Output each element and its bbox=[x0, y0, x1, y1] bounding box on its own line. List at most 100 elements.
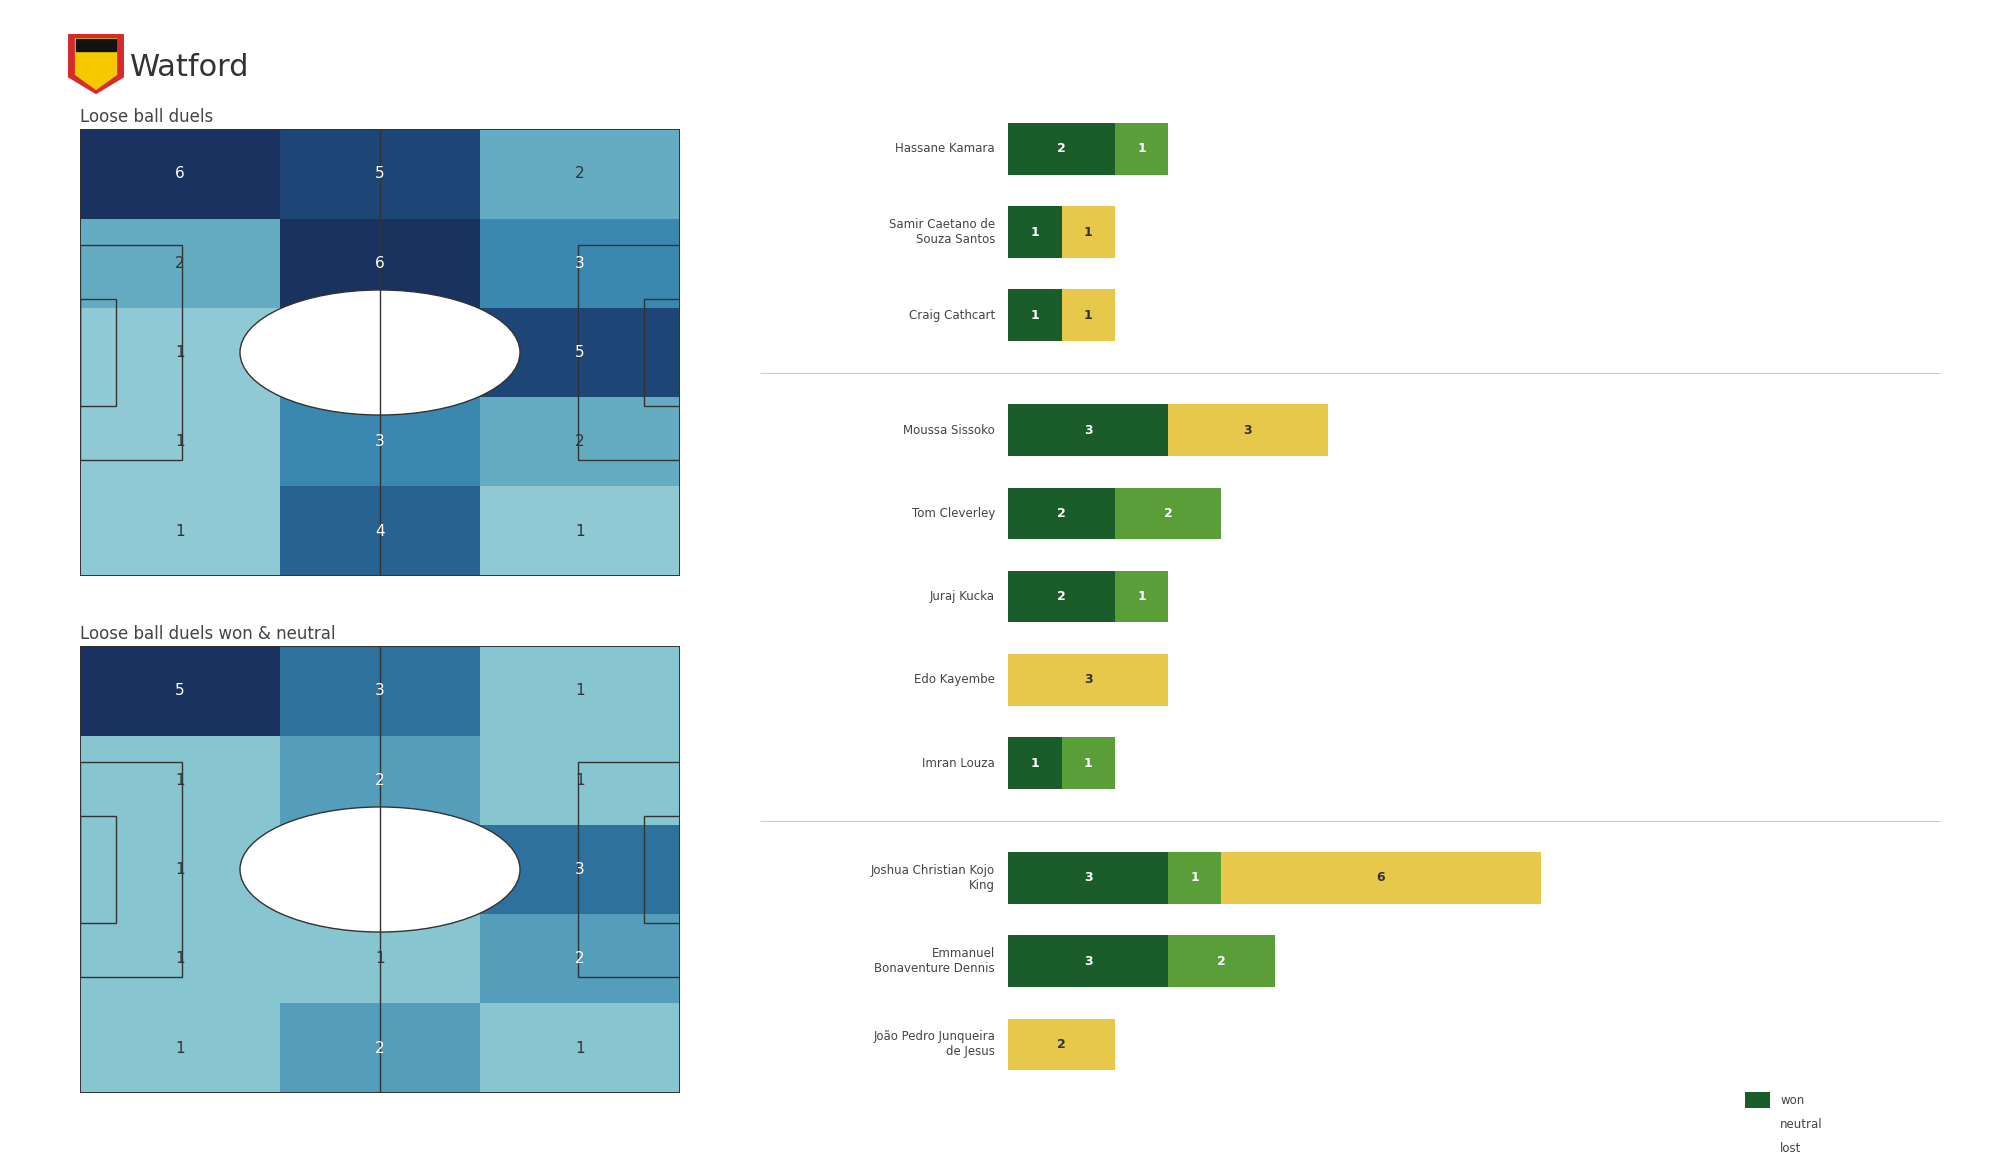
Bar bbox=[280, 129, 480, 219]
Text: 3: 3 bbox=[576, 862, 584, 877]
Text: 1: 1 bbox=[576, 524, 584, 538]
Bar bbox=[80, 914, 280, 1003]
Text: Samir Caetano de
Souza Santos: Samir Caetano de Souza Santos bbox=[888, 219, 996, 246]
Bar bbox=[280, 1003, 480, 1093]
Text: Moussa Sissoko: Moussa Sissoko bbox=[904, 424, 996, 437]
Bar bbox=[280, 914, 480, 1003]
Bar bbox=[480, 646, 680, 736]
Bar bbox=[280, 308, 480, 397]
Bar bbox=[280, 825, 480, 914]
Text: 1: 1 bbox=[1030, 309, 1040, 322]
Bar bbox=[80, 397, 280, 486]
Text: Loose ball duels won & neutral: Loose ball duels won & neutral bbox=[80, 625, 336, 643]
Bar bbox=[80, 763, 182, 976]
Bar bbox=[80, 298, 116, 407]
Text: 5: 5 bbox=[576, 345, 584, 360]
Text: 3: 3 bbox=[1084, 955, 1092, 968]
Bar bbox=[1008, 488, 1114, 539]
Text: 1: 1 bbox=[176, 862, 184, 877]
Text: 2: 2 bbox=[176, 256, 184, 270]
Bar bbox=[280, 397, 480, 486]
Bar bbox=[80, 308, 280, 397]
Text: Loose ball duels: Loose ball duels bbox=[80, 108, 214, 126]
Text: Hassane Kamara: Hassane Kamara bbox=[896, 142, 996, 155]
Text: 2: 2 bbox=[576, 435, 584, 449]
Polygon shape bbox=[68, 34, 124, 93]
Text: 3: 3 bbox=[1084, 673, 1092, 686]
Text: 2: 2 bbox=[576, 952, 584, 966]
Bar bbox=[1168, 852, 1222, 904]
Bar bbox=[1744, 1116, 1770, 1133]
Bar bbox=[1008, 852, 1168, 904]
Bar bbox=[578, 763, 680, 976]
Text: Edo Kayembe: Edo Kayembe bbox=[914, 673, 996, 686]
Bar bbox=[280, 219, 480, 308]
Text: 2: 2 bbox=[376, 773, 384, 787]
Bar bbox=[480, 914, 680, 1003]
Bar bbox=[80, 646, 280, 736]
Text: 2: 2 bbox=[1058, 506, 1066, 519]
Bar bbox=[80, 129, 280, 219]
Text: Juraj Kucka: Juraj Kucka bbox=[930, 590, 996, 603]
Bar bbox=[280, 486, 480, 576]
Text: 1: 1 bbox=[576, 773, 584, 787]
Bar bbox=[1744, 1092, 1770, 1108]
Text: 6: 6 bbox=[1376, 872, 1386, 885]
Text: Watford: Watford bbox=[130, 53, 250, 82]
Bar bbox=[1008, 123, 1114, 175]
Text: João Pedro Junqueira
de Jesus: João Pedro Junqueira de Jesus bbox=[874, 1030, 996, 1059]
Bar bbox=[1008, 571, 1114, 623]
Bar bbox=[1114, 123, 1168, 175]
Text: 2: 2 bbox=[1058, 1038, 1066, 1050]
Bar bbox=[1744, 1141, 1770, 1156]
Text: 3: 3 bbox=[576, 256, 584, 270]
Bar bbox=[80, 825, 280, 914]
Bar bbox=[80, 736, 280, 825]
Text: 1: 1 bbox=[1190, 872, 1200, 885]
Bar bbox=[1008, 738, 1062, 788]
Bar bbox=[578, 246, 680, 459]
Bar bbox=[1222, 852, 1540, 904]
Text: 1: 1 bbox=[176, 1041, 184, 1055]
Bar bbox=[1062, 207, 1114, 257]
Text: 1: 1 bbox=[1138, 590, 1146, 603]
Text: 2: 2 bbox=[1058, 590, 1066, 603]
Text: 1: 1 bbox=[1084, 226, 1092, 239]
Bar bbox=[1114, 488, 1222, 539]
Bar bbox=[480, 397, 680, 486]
Bar bbox=[80, 219, 280, 308]
Text: 3: 3 bbox=[1084, 872, 1092, 885]
Polygon shape bbox=[76, 39, 116, 89]
Text: 3: 3 bbox=[376, 684, 384, 698]
Text: 6: 6 bbox=[376, 256, 384, 270]
Text: 1: 1 bbox=[176, 952, 184, 966]
Bar bbox=[644, 298, 680, 407]
Bar bbox=[480, 308, 680, 397]
Bar bbox=[1062, 289, 1114, 341]
Text: neutral: neutral bbox=[1780, 1117, 1822, 1130]
Bar bbox=[280, 736, 480, 825]
Text: 1: 1 bbox=[1030, 226, 1040, 239]
Text: 2: 2 bbox=[1164, 506, 1172, 519]
Polygon shape bbox=[76, 39, 116, 51]
Bar bbox=[480, 129, 680, 219]
Text: 1: 1 bbox=[176, 773, 184, 787]
Bar bbox=[480, 219, 680, 308]
Text: 3: 3 bbox=[1084, 424, 1092, 437]
Bar bbox=[1168, 404, 1328, 456]
Text: 5: 5 bbox=[376, 167, 384, 181]
Text: 2: 2 bbox=[376, 1041, 384, 1055]
Text: 2: 2 bbox=[1058, 142, 1066, 155]
Text: 1: 1 bbox=[376, 952, 384, 966]
Text: lost: lost bbox=[1780, 1142, 1802, 1155]
Text: 1: 1 bbox=[176, 524, 184, 538]
Text: Imran Louza: Imran Louza bbox=[922, 757, 996, 770]
Text: 6: 6 bbox=[176, 167, 184, 181]
Text: 1: 1 bbox=[1030, 757, 1040, 770]
Text: won: won bbox=[1780, 1094, 1804, 1107]
Text: Tom Cleverley: Tom Cleverley bbox=[912, 506, 996, 519]
Circle shape bbox=[240, 290, 520, 415]
Bar bbox=[480, 825, 680, 914]
Bar bbox=[280, 646, 480, 736]
Bar bbox=[80, 486, 280, 576]
